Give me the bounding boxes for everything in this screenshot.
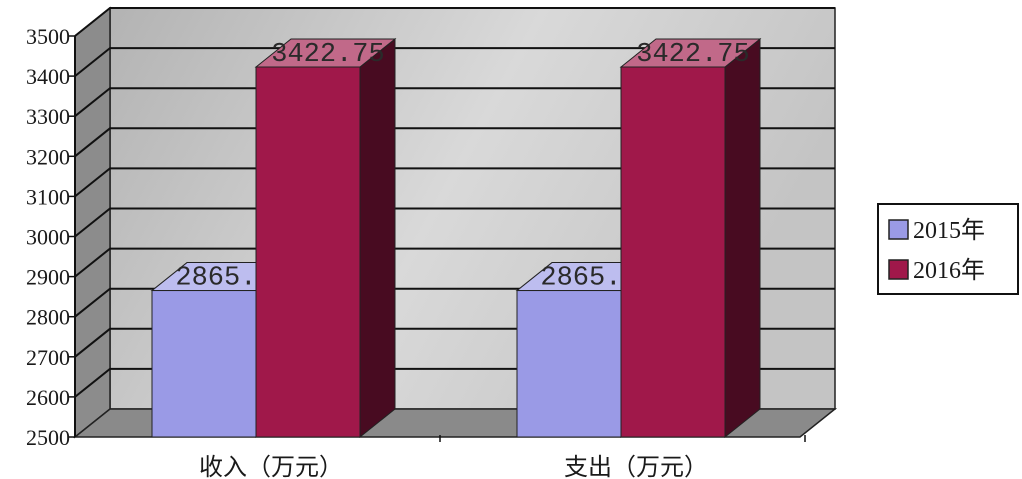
y-tick-label: 2600 <box>26 385 70 410</box>
gridline <box>74 247 835 278</box>
legend-swatch <box>888 259 909 280</box>
bar <box>620 66 726 438</box>
bar-top <box>254 38 397 68</box>
y-tick-label: 3000 <box>26 225 70 250</box>
y-tick-label: 2700 <box>26 345 70 370</box>
y-tick-label: 2900 <box>26 265 70 290</box>
gridline <box>74 87 835 117</box>
y-tick-label: 3400 <box>26 64 70 89</box>
data-label: 3422.75 <box>271 40 384 70</box>
bar <box>516 290 622 438</box>
data-label: 3422.75 <box>636 40 749 70</box>
bar <box>151 290 257 438</box>
y-tick-label: 3500 <box>26 24 70 49</box>
y-tick-label: 3200 <box>26 144 70 169</box>
legend-entry: 2015年 <box>913 217 985 244</box>
y-tick-label: 3100 <box>26 184 70 209</box>
gridline <box>74 167 835 198</box>
gridline <box>74 47 835 77</box>
bar-side <box>359 37 396 439</box>
bar <box>255 66 361 438</box>
bar-group <box>254 37 397 439</box>
legend: 2015年 2016年 <box>877 203 1019 295</box>
plot-area: 2500 2600 2700 2800 2900 3000 3100 3200 3300 3400… <box>26 6 838 479</box>
y-tick-label: 2500 <box>26 425 70 450</box>
y-tick-label: 3300 <box>26 104 70 129</box>
legend-entry: 2016年 <box>913 257 985 284</box>
bar-top <box>619 38 762 68</box>
y-tick-label: 2800 <box>26 305 70 330</box>
bar-group <box>619 37 762 439</box>
gridline <box>74 127 835 158</box>
x-tick-label: 收入（万元） <box>199 453 343 479</box>
legend-swatch <box>888 219 909 240</box>
x-tick-label: 支出（万元） <box>564 453 708 479</box>
gridline <box>74 207 835 238</box>
bar-side <box>724 37 761 439</box>
gridline <box>74 7 835 37</box>
